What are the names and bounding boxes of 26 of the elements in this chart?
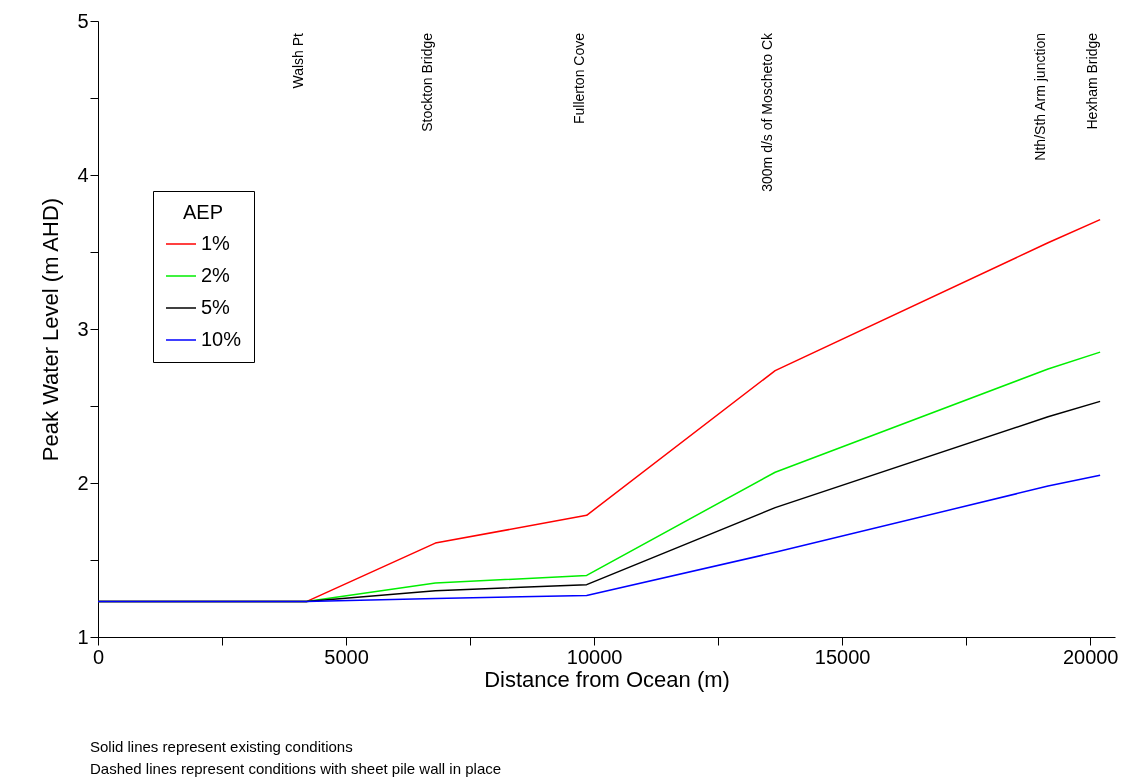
annotation: Walsh Pt [290, 32, 307, 89]
annotation: Hexham Bridge [1084, 32, 1101, 130]
legend-label: 10% [201, 328, 242, 350]
x-tick-label: 0 [92, 645, 105, 668]
y-tick-label: 4 [77, 163, 89, 186]
y-tick-label: 5 [77, 9, 89, 32]
line-series [97, 474, 1101, 603]
x-tick-label: 20000 [1062, 645, 1119, 668]
y-axis-title: Peak Water Level (m AHD) [38, 197, 64, 462]
x-tick-label: 10000 [566, 645, 623, 668]
y-tick-label: 2 [77, 471, 89, 494]
annotation: Nth/Sth Arm junction [1032, 33, 1049, 161]
y-tick-label: 1 [77, 625, 89, 648]
text: Solid lines represent existing conditions [90, 738, 353, 755]
x-axis-title: Distance from Ocean (m) [484, 666, 730, 692]
annotation: Fullerton Cove [570, 32, 587, 125]
x-tick-label: 15000 [814, 645, 871, 668]
text: Dashed lines represent conditions with sheet pile wall in place [90, 760, 502, 777]
legend-title: AEP [182, 201, 224, 223]
y-tick-label: 3 [77, 317, 89, 340]
x-tick-label: 5000 [324, 645, 369, 668]
legend-label: 1% [201, 232, 231, 254]
legend-label: 5% [201, 296, 231, 318]
legend-label: 2% [201, 264, 231, 286]
annotation: 300m d/s of Moscheto Ck [759, 32, 776, 192]
annotation: Stockton Bridge [419, 32, 436, 132]
